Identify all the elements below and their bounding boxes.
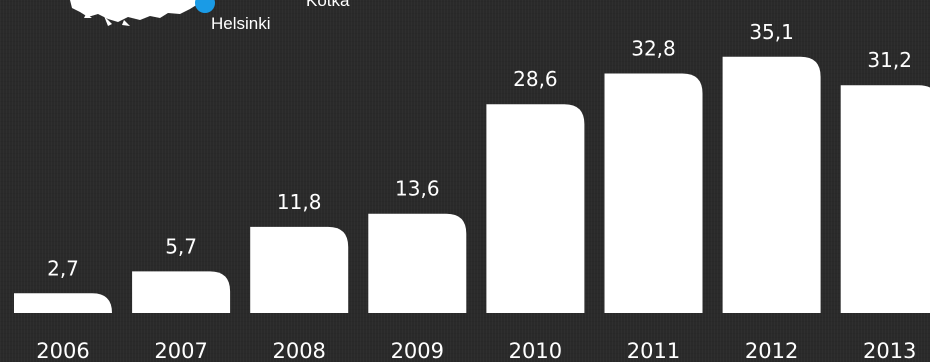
value-label-2006: 2,7 — [47, 256, 79, 280]
bar-2013 — [840, 85, 930, 313]
value-label-2009: 13,6 — [395, 177, 440, 201]
bar-2012 — [722, 56, 821, 314]
helsinki-marker — [195, 0, 215, 13]
helsinki-label: Helsinki — [211, 14, 271, 33]
category-label-2006: 2006 — [36, 339, 89, 362]
category-label-2009: 2009 — [391, 339, 444, 362]
bar-2011 — [604, 73, 703, 313]
value-label-2011: 32,8 — [631, 37, 676, 61]
category-label-2012: 2012 — [745, 339, 798, 362]
value-label-2008: 11,8 — [277, 190, 322, 214]
kotka-label: Kotka — [306, 0, 350, 10]
bar-2007 — [132, 271, 231, 313]
category-label-2010: 2010 — [509, 339, 562, 362]
coast-islands — [84, 14, 130, 26]
bar-2009 — [368, 213, 467, 313]
bar-2006 — [14, 293, 112, 313]
category-label-2008: 2008 — [272, 339, 325, 362]
bars-group — [14, 56, 930, 314]
map-inset: Helsinki Kotka — [70, 0, 350, 33]
value-label-2010: 28,6 — [513, 67, 558, 91]
finland-coast-map — [70, 0, 200, 22]
bar-2008 — [250, 226, 349, 313]
category-labels-group: 2006 2007 2008 2009 2010 2011 2012 2013 — [36, 339, 916, 362]
value-labels-group: 2,7 5,7 11,8 13,6 28,6 32,8 35,1 31,2 — [47, 20, 912, 281]
category-label-2007: 2007 — [154, 339, 207, 362]
value-label-2013: 31,2 — [867, 48, 912, 72]
category-label-2013: 2013 — [863, 339, 916, 362]
value-label-2007: 5,7 — [165, 234, 197, 258]
bar-2010 — [486, 104, 585, 313]
value-label-2012: 35,1 — [749, 20, 794, 44]
category-label-2011: 2011 — [627, 339, 680, 362]
